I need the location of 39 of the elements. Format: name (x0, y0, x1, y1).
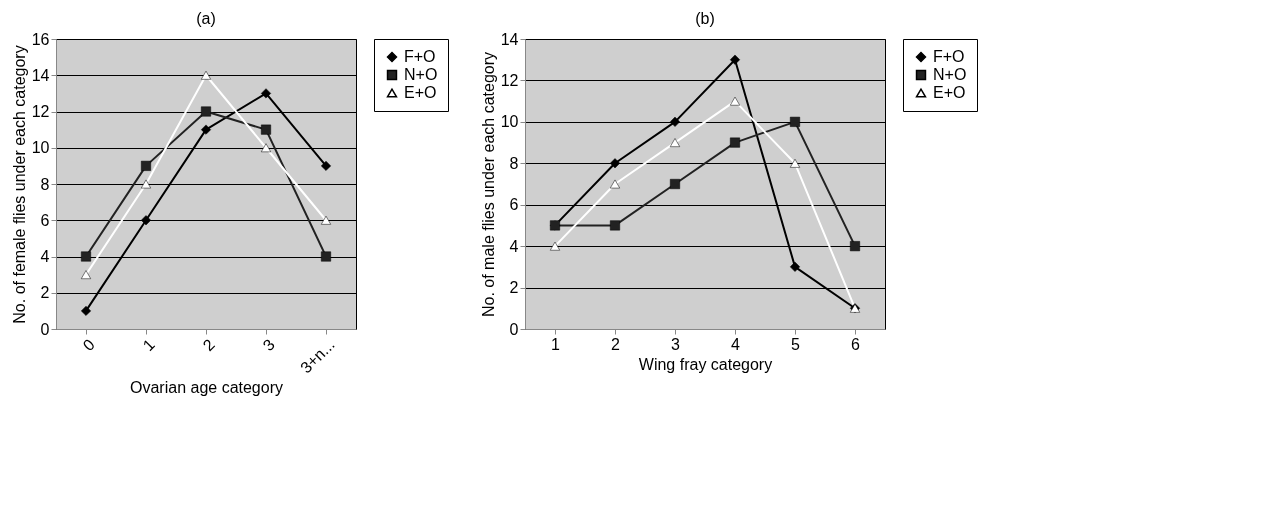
legend-label: F+O (404, 48, 436, 65)
x-tick-label: 5 (791, 335, 801, 353)
y-tick-label: 8 (509, 154, 519, 172)
x-axis-title: Wing fray category (638, 355, 773, 373)
legend-label: E+O (933, 84, 966, 101)
y-tick-label: 4 (40, 248, 50, 265)
x-tick-label: 4 (731, 335, 741, 353)
legend-label: N+O (404, 66, 438, 83)
chart-title: (b) (695, 10, 715, 27)
y-tick-label: 12 (31, 103, 50, 120)
y-tick-label: 8 (40, 175, 50, 193)
y-tick-label: 6 (40, 211, 50, 229)
x-tick-label: 0 (79, 335, 98, 355)
x-tick-label: 2 (611, 335, 621, 353)
x-axis-title: Ovarian age category (130, 379, 283, 397)
y-axis-title: No. of female flies under each category (10, 45, 28, 324)
y-tick-label: 14 (31, 66, 50, 84)
y-tick-label: 10 (31, 139, 50, 157)
legend-label: N+O (933, 66, 967, 83)
y-tick-label: 4 (509, 237, 519, 255)
y-tick-label: 6 (509, 196, 519, 214)
y-tick-label: 10 (500, 113, 519, 131)
x-tick-label: 3 (671, 335, 681, 353)
y-tick-label: 14 (500, 30, 519, 48)
x-tick-label: 2 (199, 335, 218, 355)
legend-label: E+O (404, 84, 437, 101)
chart-title: (a) (196, 10, 216, 27)
x-tick-label: 1 (139, 335, 158, 355)
y-tick-label: 16 (31, 30, 50, 48)
y-tick-label: 0 (509, 320, 519, 338)
legend-label: F+O (933, 48, 965, 65)
y-axis-title: No. of male flies under each category (479, 51, 497, 318)
x-tick-label: 1 (551, 335, 561, 353)
x-tick-label: 3 (259, 335, 278, 355)
y-tick-label: 2 (40, 284, 50, 302)
y-tick-label: 12 (500, 71, 519, 89)
y-tick-label: 2 (509, 279, 519, 297)
x-tick-label: 6 (851, 335, 861, 353)
y-tick-label: 0 (40, 320, 50, 338)
